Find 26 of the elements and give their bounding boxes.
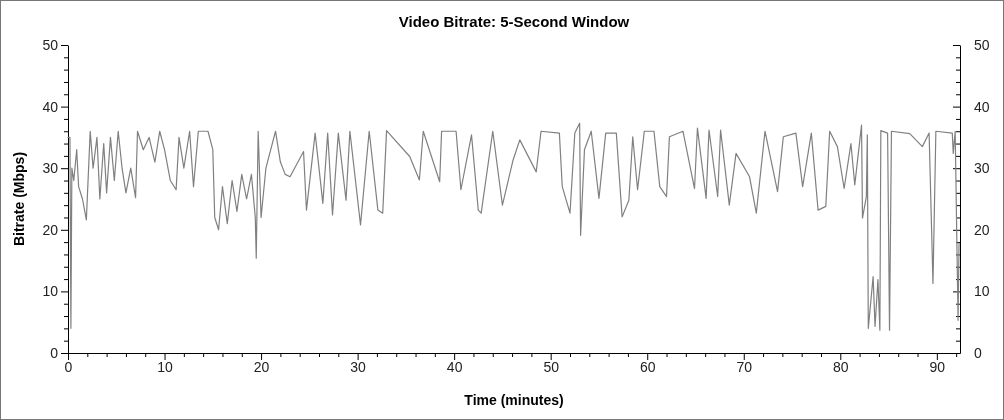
y2-tick-label: 20 <box>974 221 990 238</box>
x-tick-label: 60 <box>639 358 656 375</box>
x-tick-label: 90 <box>929 358 946 375</box>
x-axis-title: Time (minutes) <box>464 392 564 408</box>
y2-tick-label: 50 <box>974 36 990 53</box>
x-tick-label: 80 <box>833 358 849 375</box>
chart-title: Video Bitrate: 5-Second Window <box>398 13 630 30</box>
x-tick-label: 20 <box>253 358 270 375</box>
x-tick-label: 10 <box>157 358 174 375</box>
y-axis-title: Bitrate (Mbps) <box>11 151 27 247</box>
y-tick-label: 40 <box>42 98 59 115</box>
y-tick-label: 30 <box>42 160 59 177</box>
y-tick-label: 0 <box>50 344 59 361</box>
y2-tick-label: 40 <box>974 98 990 115</box>
y2-tick-label: 30 <box>974 160 990 177</box>
x-tick-label: 50 <box>543 358 560 375</box>
x-tick-label: 40 <box>446 358 463 375</box>
y2-tick-label: 10 <box>974 283 990 300</box>
y2-tick-label: 0 <box>974 344 982 361</box>
x-tick-label: 0 <box>64 358 73 375</box>
x-tick-label: 70 <box>736 358 753 375</box>
y-tick-label: 50 <box>42 36 59 53</box>
y-tick-label: 20 <box>42 221 59 238</box>
line-series <box>67 122 960 331</box>
x-tick-label: 30 <box>350 358 367 375</box>
y-tick-label: 10 <box>42 283 59 300</box>
